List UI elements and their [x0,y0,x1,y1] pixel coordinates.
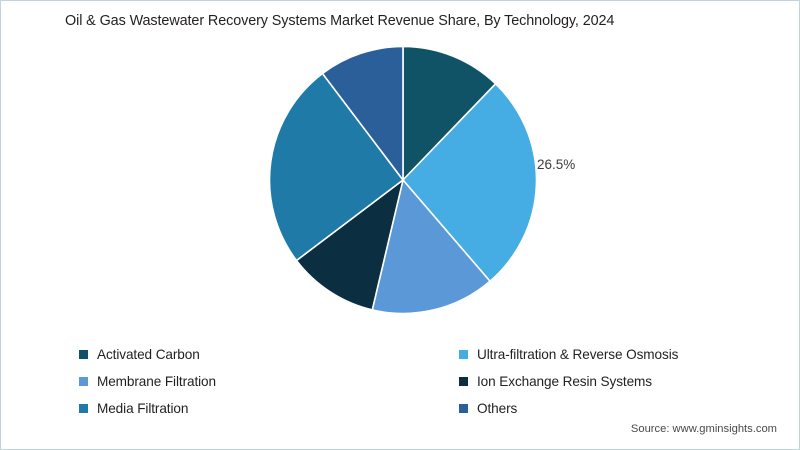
legend-swatch-icon [459,404,468,413]
legend-label: Membrane Filtration [97,374,216,389]
pie-slice[interactable]: Ultra-filtration & Reverse Osmosis [402,83,538,283]
legend-item[interactable]: Ultra-filtration & Reverse Osmosis [459,347,739,362]
legend-item[interactable]: Media Filtration [79,401,459,416]
legend-swatch-icon [459,377,468,386]
pie-slice-value-label: 26.5% [537,157,576,172]
legend-swatch-icon [79,350,88,359]
legend-label: Ion Exchange Resin Systems [477,374,652,389]
legend-item[interactable]: Activated Carbon [79,347,459,362]
pie-slice[interactable]: Activated Carbon [402,45,497,181]
pie-slice[interactable]: Others [321,45,404,181]
legend-swatch-icon [79,404,88,413]
legend-swatch-icon [459,350,468,359]
source-attribution: Source: www.gminsights.com [630,423,777,435]
chart-legend: Activated Carbon Ultra-filtration & Rever… [79,341,739,422]
pie-slice[interactable]: Ion Exchange Resin Systems [295,179,404,311]
legend-swatch-icon [79,377,88,386]
chart-title: Oil & Gas Wastewater Recovery Systems Ma… [65,13,615,29]
legend-item[interactable]: Membrane Filtration [79,374,459,389]
pie-slice[interactable]: Membrane Filtration [371,179,491,315]
legend-label: Media Filtration [97,401,189,416]
legend-item[interactable]: Others [459,401,739,416]
legend-item[interactable]: Ion Exchange Resin Systems [459,374,739,389]
legend-label: Others [477,401,518,416]
legend-label: Activated Carbon [97,347,200,362]
legend-label: Ultra-filtration & Reverse Osmosis [477,347,679,362]
pie-slice[interactable]: Media Filtration [268,72,404,262]
